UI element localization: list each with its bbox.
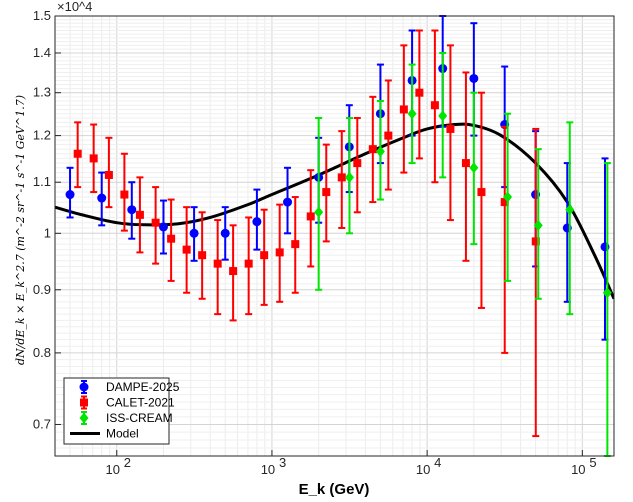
data-point (127, 205, 137, 215)
data-point (167, 234, 176, 243)
data-point (384, 131, 393, 140)
data-point (438, 110, 448, 122)
data-point (283, 197, 293, 207)
y-tick-label: 1.1 (33, 174, 51, 189)
data-point (399, 105, 408, 114)
y-tick-label: 1.4 (33, 45, 51, 60)
y-tick-label: 1 (44, 225, 51, 240)
data-point (344, 171, 354, 183)
data-point (291, 240, 300, 249)
data-point (469, 162, 479, 174)
data-point (306, 212, 315, 221)
y-tick-label: 1.2 (33, 128, 51, 143)
data-point (244, 259, 253, 268)
data-point (415, 88, 424, 97)
legend-label: CALET-2021 (106, 396, 175, 410)
x-tick-label: 10 (261, 462, 275, 477)
data-point (135, 210, 144, 219)
data-point (500, 198, 509, 207)
data-point (368, 145, 377, 154)
legend-label: Model (106, 427, 139, 441)
plot-frame (54, 15, 615, 457)
data-point (158, 222, 168, 232)
y-axis-title: dN/dE_k × E_k^2.7 (m^-2 sr^-1 s^-1 GeV^1… (14, 95, 27, 365)
y-tick-label: 1.3 (33, 85, 51, 100)
data-point (337, 173, 346, 182)
data-point (469, 73, 479, 83)
data-point (353, 159, 362, 168)
x-tick-exponent: 3 (279, 455, 286, 470)
data-point (260, 251, 269, 260)
data-point (104, 170, 113, 179)
y-tick-label: 0.8 (33, 345, 51, 360)
data-point (275, 248, 284, 257)
data-point (151, 218, 160, 227)
data-point (89, 154, 98, 163)
data-point (252, 217, 262, 227)
data-point (120, 190, 129, 199)
data-point (503, 191, 513, 203)
data-point (97, 193, 107, 203)
data-point (531, 237, 540, 246)
data-point (189, 228, 199, 238)
data-point (73, 149, 82, 158)
data-point (602, 287, 612, 299)
legend-label: ISS-CREAM (106, 411, 173, 425)
legend-label: DAMPE-2025 (106, 380, 180, 394)
x-tick-exponent: 4 (434, 455, 441, 470)
data-point (565, 204, 575, 216)
data-point (477, 188, 486, 197)
data-point (314, 206, 324, 218)
x-tick-label: 10 (416, 462, 430, 477)
x-tick-exponent: 2 (124, 455, 131, 470)
x-tick-label: 10 (106, 462, 120, 477)
data-point (182, 245, 191, 254)
x-axis-title: E_k (GeV) (299, 481, 370, 498)
y-tick-label: 0.9 (33, 282, 51, 297)
x-tick-label: 10 (571, 462, 585, 477)
y-tick-label: 1.5 (33, 8, 51, 23)
data-point (446, 124, 455, 133)
data-point (220, 228, 230, 238)
data-point (213, 259, 222, 268)
data-point (229, 267, 238, 276)
y-tick-label: 0.7 (33, 416, 51, 431)
y-exponent-label: ×10^4 (57, 0, 92, 14)
data-point (375, 145, 385, 157)
ticks: 10 2 10 3 10 4 10 5 0.7 0.8 0.9 1 1.1 1.2 1.3 1.4 1.5 (33, 8, 597, 477)
data-point (198, 251, 207, 260)
legend-swatch-marker (79, 412, 89, 424)
data-point (322, 188, 331, 197)
series-calet-2021 (73, 29, 540, 438)
data-point (65, 190, 75, 200)
legend-swatch-marker (80, 398, 88, 407)
data-point (430, 101, 439, 110)
data-point (407, 108, 417, 120)
series-iss-cream (314, 51, 612, 457)
x-tick-exponent: 5 (589, 455, 596, 470)
data-point (461, 159, 470, 168)
legend-swatch-marker (79, 382, 89, 392)
data-point (533, 219, 543, 231)
